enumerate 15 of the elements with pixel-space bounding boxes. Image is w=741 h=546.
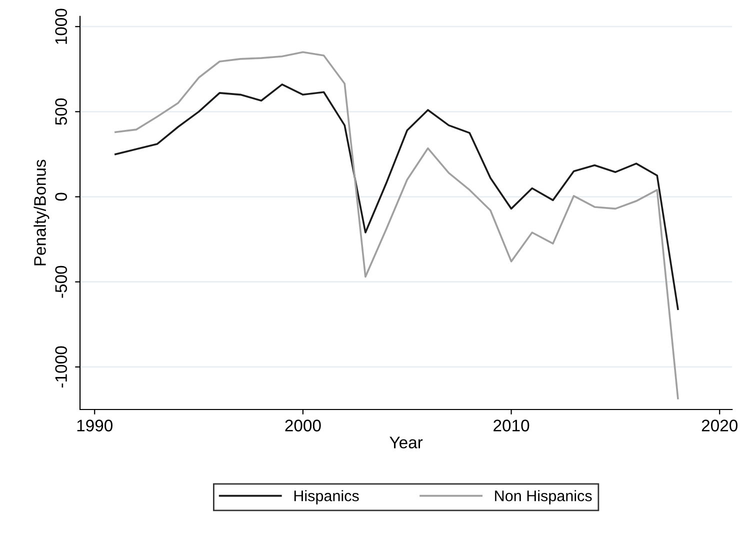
legend-label: Hispanics xyxy=(294,490,359,504)
y-tick-label: 500 xyxy=(55,98,68,125)
y-tick-label: -1000 xyxy=(55,346,68,388)
y-axis-title: Penalty/Bonus xyxy=(34,160,50,266)
y-tick-label: 1000 xyxy=(55,8,68,44)
x-tick-label: 2000 xyxy=(285,420,321,432)
line-series xyxy=(114,51,679,400)
x-tick-label: 2020 xyxy=(702,420,738,432)
legend-label: Non Hispanics xyxy=(495,490,592,504)
x-tick-label: 2010 xyxy=(494,420,530,432)
x-axis-title: Year xyxy=(390,436,423,448)
x-tick-label: 1990 xyxy=(77,420,112,432)
y-tick-label: 0 xyxy=(55,192,68,201)
y-tick-label: -500 xyxy=(55,266,68,298)
line-series xyxy=(114,84,679,310)
